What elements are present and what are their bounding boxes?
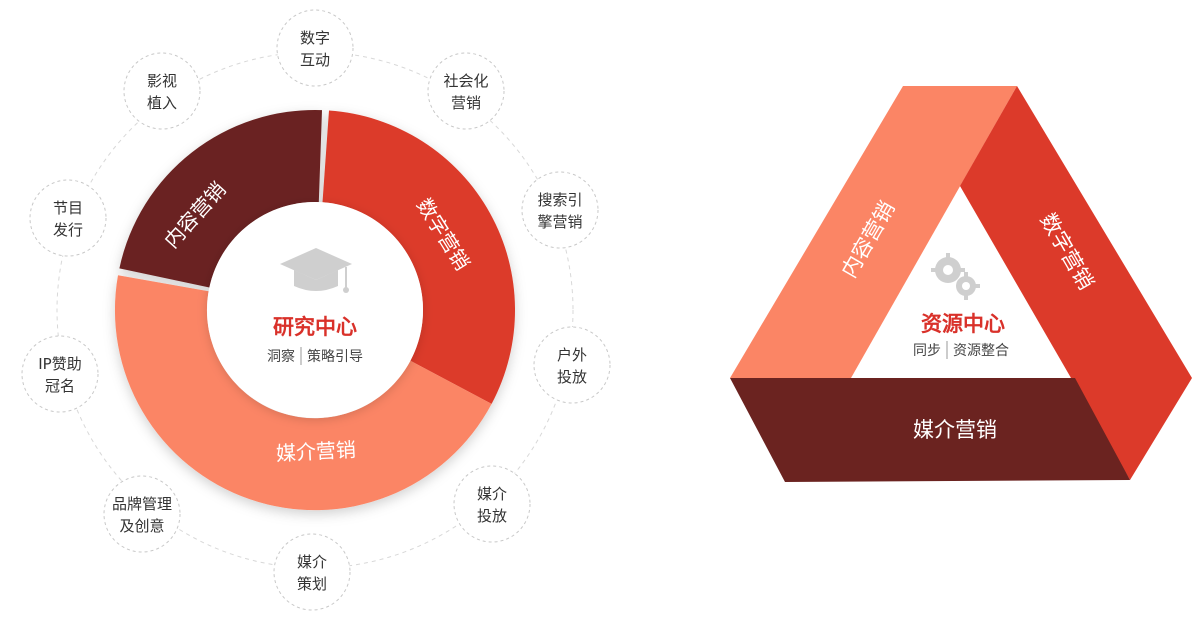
satellite-circle: [276, 9, 354, 87]
satellite-circle: [29, 179, 107, 257]
satellite-label-line2: 投放: [557, 368, 587, 386]
satellite-label-line2: 擎营销: [537, 213, 582, 231]
segment-label-media: 媒介营销: [275, 437, 356, 465]
satellite-label-line1: 媒介: [297, 553, 327, 571]
graduation-cap-icon: [280, 248, 352, 293]
satellite-label-line2: 投放: [477, 507, 507, 525]
ring-segment-digital: [322, 110, 516, 404]
gears-icon: [931, 253, 980, 300]
satellite-circle: [427, 52, 505, 130]
ring-segment-content: [119, 109, 323, 288]
triangle-side-content: [730, 86, 1017, 378]
triangle-side-media: [730, 378, 1130, 482]
resource-subtitle-b: 资源整合: [953, 343, 1009, 359]
satellite-label-line2: 冠名: [45, 377, 75, 395]
satellite-label-line1: 媒介: [477, 485, 507, 503]
satellite-label-line1: 搜索引: [537, 191, 582, 209]
satellite-label-line1: 品牌管理: [112, 495, 172, 513]
satellite-label-line1: 户外: [557, 346, 587, 364]
center-subtitle-b: 策略引导: [307, 348, 363, 365]
ring-segment-media: [114, 275, 492, 511]
satellite-group: 数字互动社会化营销搜索引擎营销户外投放媒介投放媒介策划品牌管理及创意IP赞助冠名…: [21, 9, 611, 611]
satellite-circle: [123, 52, 201, 130]
satellite-label-line2: 互动: [300, 51, 330, 69]
satellite-label-line1: 影视: [147, 72, 177, 90]
satellite-circle: [103, 475, 181, 553]
satellite-circle: [521, 171, 599, 249]
satellite-label-line1: IP赞助: [38, 355, 81, 373]
resource-center-diagram: 内容营销 数字营销 媒介营销 资源中心 同步 资源整合: [730, 86, 1192, 482]
satellite-circle: [533, 326, 611, 404]
triangle-side-digital: [960, 86, 1192, 480]
resource-center-title: 资源中心: [921, 312, 1005, 336]
satellite-label-line2: 营销: [451, 94, 481, 112]
satellite-circle: [21, 335, 99, 413]
satellite-label-line2: 植入: [147, 94, 177, 112]
satellite-circle: [453, 465, 531, 543]
satellite-orbit: [56, 51, 574, 569]
triangle-label-media: 媒介营销: [913, 418, 997, 442]
satellite-label-line2: 及创意: [119, 517, 164, 535]
satellite-circle: [273, 533, 351, 611]
satellite-label-line1: 节目: [53, 199, 83, 217]
ring: [114, 109, 516, 511]
center-title: 研究中心: [273, 315, 357, 339]
satellite-label-line1: 社会化: [443, 72, 488, 90]
resource-subtitle-a: 同步: [913, 343, 941, 359]
center-subtitle-a: 洞察: [267, 348, 295, 365]
satellite-label-line2: 发行: [53, 221, 83, 239]
research-center-diagram: 数字互动社会化营销搜索引擎营销户外投放媒介投放媒介策划品牌管理及创意IP赞助冠名…: [21, 9, 611, 611]
satellite-label-line1: 数字: [300, 29, 330, 47]
center-disc: [207, 202, 423, 418]
satellite-label-line2: 策划: [297, 575, 327, 593]
